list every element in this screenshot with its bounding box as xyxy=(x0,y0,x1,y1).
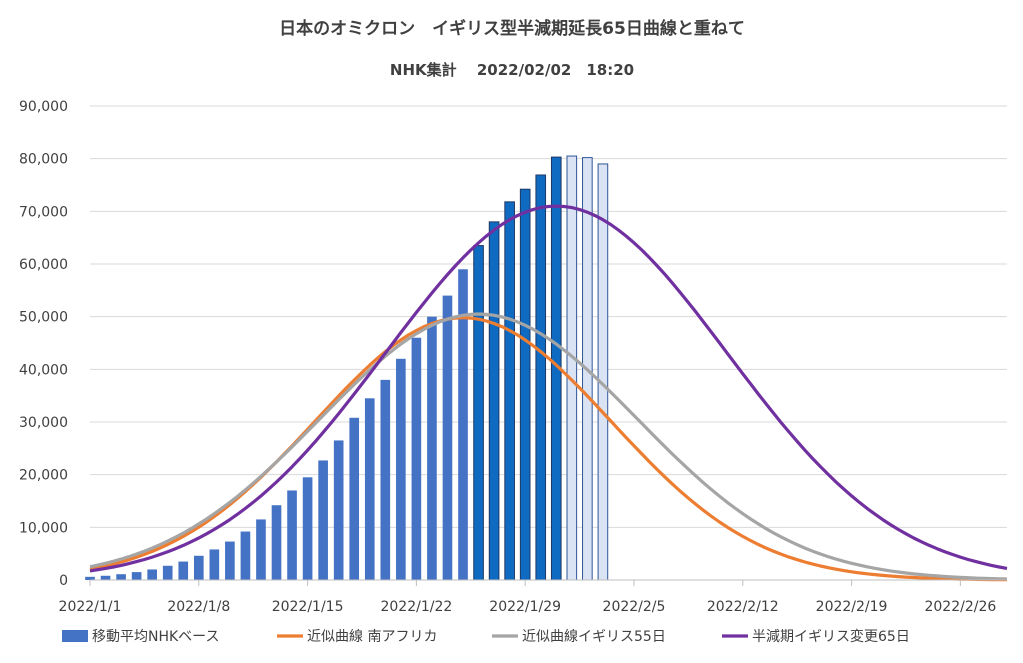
bar xyxy=(411,337,422,580)
series-line xyxy=(89,204,1008,573)
series-line xyxy=(89,312,1008,581)
legend-label: 近似曲線イギリス55日 xyxy=(522,629,666,645)
bar xyxy=(85,576,95,580)
x-tick-label: 2022/1/1 xyxy=(59,599,122,615)
x-tick-label: 2022/1/29 xyxy=(489,599,561,615)
y-tick-label: 20,000 xyxy=(19,468,68,484)
bar xyxy=(396,358,406,580)
y-tick-label: 60,000 xyxy=(19,257,68,273)
y-tick-label: 40,000 xyxy=(19,362,68,378)
gridlines xyxy=(90,105,1007,528)
y-tick-label: 50,000 xyxy=(19,310,68,326)
bar xyxy=(100,575,111,580)
bar xyxy=(193,555,204,580)
bar xyxy=(349,417,360,580)
x-tick-label: 2022/1/15 xyxy=(272,599,344,615)
legend-label: 半減期イギリス変更65日 xyxy=(752,628,910,645)
bar xyxy=(597,163,609,581)
bar xyxy=(147,569,157,580)
bar xyxy=(566,155,578,581)
x-axis: 2022/1/1 2022/1/8 2022/1/15 2022/1/22 2022/1… xyxy=(59,579,1007,615)
x-tick-label: 2022/2/5 xyxy=(603,599,666,615)
bar xyxy=(333,440,344,580)
bar xyxy=(240,531,251,580)
legend: 移動平均NHKベース 近似曲線 南アフリカ 近似曲線イギリス55日 半減期イギリス変更… xyxy=(62,628,910,645)
bar xyxy=(442,295,453,580)
line-series xyxy=(89,204,1008,582)
bar xyxy=(318,460,328,580)
y-tick-label: 90,000 xyxy=(19,99,68,115)
bar xyxy=(131,572,142,580)
x-tick-label: 2022/1/22 xyxy=(380,599,452,615)
y-tick-label: 70,000 xyxy=(19,204,68,220)
bar xyxy=(162,565,173,580)
bar xyxy=(302,477,313,580)
bar xyxy=(225,541,235,580)
bar xyxy=(271,505,282,580)
bar xyxy=(256,519,266,580)
chart-title: 日本のオミクロン イギリス型半減期延長65日曲線と重ねて xyxy=(279,18,745,39)
y-tick-label: 80,000 xyxy=(19,152,68,168)
bar xyxy=(519,188,531,581)
bar xyxy=(504,201,515,581)
chart-subtitle: NHK集計 2022/02/02 18:20 xyxy=(390,61,634,79)
x-tick-label: 2022/2/26 xyxy=(924,599,996,615)
bar xyxy=(178,561,189,580)
bar xyxy=(535,174,547,581)
bar xyxy=(364,398,375,580)
bar xyxy=(116,574,126,580)
bar xyxy=(458,269,468,580)
x-tick-label: 2022/1/8 xyxy=(167,599,230,615)
bar xyxy=(488,221,500,581)
x-tick-label: 2022/2/12 xyxy=(707,599,779,615)
y-tick-label: 30,000 xyxy=(19,415,68,431)
bar xyxy=(473,245,484,581)
y-tick-label: 10,000 xyxy=(19,520,68,536)
bar xyxy=(287,490,297,580)
y-axis-labels: 0 10,000 20,000 30,000 40,000 50,000 60,000 70,… xyxy=(19,99,68,589)
legend-label: 近似曲線 南アフリカ xyxy=(307,629,437,645)
bar xyxy=(427,316,437,580)
legend-swatch xyxy=(62,630,88,642)
legend-label: 移動平均NHKベース xyxy=(92,629,219,645)
bar xyxy=(209,549,220,580)
y-tick-label: 0 xyxy=(59,573,68,589)
x-tick-label: 2022/2/19 xyxy=(816,599,888,615)
bar xyxy=(380,379,391,580)
